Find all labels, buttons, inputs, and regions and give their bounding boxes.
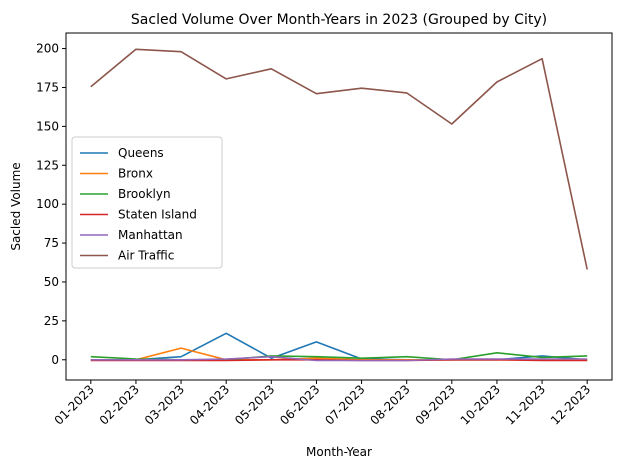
y-tick-label: 25 — [44, 314, 59, 328]
x-tick-label: 06-2023 — [277, 382, 322, 427]
x-tick-label: 05-2023 — [232, 382, 277, 427]
chart-title: Sacled Volume Over Month-Years in 2023 (… — [131, 12, 547, 28]
y-axis-title: Sacled Volume — [9, 162, 23, 250]
x-tick-label: 02-2023 — [97, 382, 142, 427]
y-tick-label: 200 — [36, 42, 59, 56]
legend-label: Staten Island — [118, 208, 197, 222]
y-tick-label: 100 — [36, 197, 59, 211]
x-tick-label: 12-2023 — [548, 382, 593, 427]
x-tick-label: 07-2023 — [322, 382, 367, 427]
y-tick-label: 150 — [36, 119, 59, 133]
legend-label: Bronx — [118, 167, 153, 181]
y-tick-label: 125 — [36, 158, 59, 172]
y-tick-label: 75 — [44, 236, 59, 250]
legend-label: Air Traffic — [118, 249, 174, 263]
x-tick-label: 10-2023 — [458, 382, 503, 427]
series-line-air-traffic — [90, 48, 588, 270]
y-tick-label: 0 — [51, 353, 59, 367]
x-axis-title: Month-Year — [306, 445, 372, 459]
x-tick-label: 08-2023 — [367, 382, 412, 427]
x-axis: 01-2023 02-2023 03-2023 04-2023 05-2023 06-20… — [52, 380, 593, 428]
x-tick-label: 11-2023 — [503, 382, 548, 427]
x-tick-label: 09-2023 — [413, 382, 458, 427]
series-line-manhattan — [90, 355, 588, 362]
legend-label: Brooklyn — [118, 187, 171, 201]
legend: Queens Bronx Brooklyn Staten Island Manhatta… — [71, 136, 223, 269]
y-tick-label: 175 — [36, 80, 59, 94]
plot-area-frame — [65, 32, 613, 381]
legend-label: Queens — [118, 146, 164, 160]
legend-box — [71, 136, 223, 269]
x-tick-label: 04-2023 — [187, 382, 232, 427]
y-tick-label: 50 — [44, 275, 59, 289]
series-line-queens — [90, 332, 588, 361]
y-axis: 0 25 50 75 100 125 150 175 200 — [36, 42, 66, 367]
legend-label: Manhattan — [118, 228, 183, 242]
x-tick-label: 01-2023 — [52, 382, 97, 427]
x-tick-label: 03-2023 — [142, 382, 187, 427]
series-lines — [90, 48, 588, 362]
